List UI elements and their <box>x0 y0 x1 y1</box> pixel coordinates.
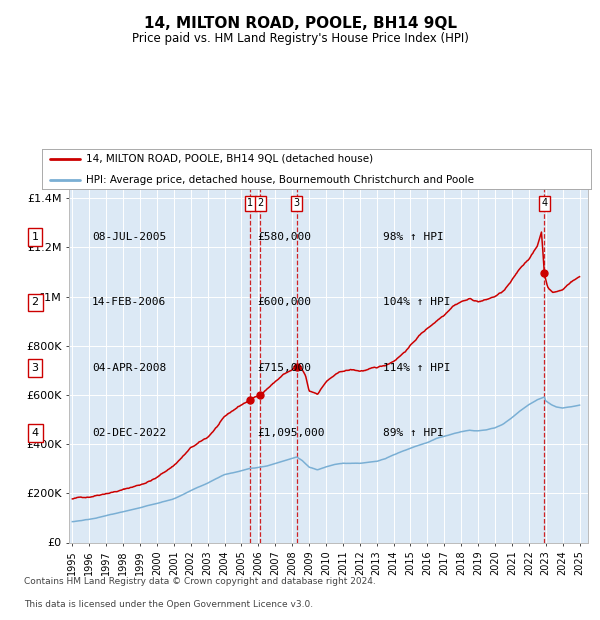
Text: £600,000: £600,000 <box>257 298 311 308</box>
Text: 14-FEB-2006: 14-FEB-2006 <box>92 298 166 308</box>
Text: £715,000: £715,000 <box>257 363 311 373</box>
Text: This data is licensed under the Open Government Licence v3.0.: This data is licensed under the Open Gov… <box>24 600 313 609</box>
Text: 04-APR-2008: 04-APR-2008 <box>92 363 166 373</box>
Text: 89% ↑ HPI: 89% ↑ HPI <box>383 428 443 438</box>
Text: 14, MILTON ROAD, POOLE, BH14 9QL (detached house): 14, MILTON ROAD, POOLE, BH14 9QL (detach… <box>86 154 373 164</box>
Text: 3: 3 <box>32 363 38 373</box>
Text: 4: 4 <box>541 198 547 208</box>
Text: £580,000: £580,000 <box>257 232 311 242</box>
Text: 114% ↑ HPI: 114% ↑ HPI <box>383 363 450 373</box>
Text: 104% ↑ HPI: 104% ↑ HPI <box>383 298 450 308</box>
Text: 2: 2 <box>257 198 263 208</box>
Text: 3: 3 <box>293 198 299 208</box>
Text: 02-DEC-2022: 02-DEC-2022 <box>92 428 166 438</box>
Text: 14, MILTON ROAD, POOLE, BH14 9QL: 14, MILTON ROAD, POOLE, BH14 9QL <box>143 16 457 30</box>
Text: 1: 1 <box>247 198 253 208</box>
Text: Contains HM Land Registry data © Crown copyright and database right 2024.: Contains HM Land Registry data © Crown c… <box>24 577 376 586</box>
Text: 4: 4 <box>32 428 38 438</box>
Text: 98% ↑ HPI: 98% ↑ HPI <box>383 232 443 242</box>
Text: 2: 2 <box>32 298 38 308</box>
Text: HPI: Average price, detached house, Bournemouth Christchurch and Poole: HPI: Average price, detached house, Bour… <box>86 175 474 185</box>
Text: 1: 1 <box>32 232 38 242</box>
Text: Price paid vs. HM Land Registry's House Price Index (HPI): Price paid vs. HM Land Registry's House … <box>131 32 469 45</box>
Text: 08-JUL-2005: 08-JUL-2005 <box>92 232 166 242</box>
Text: £1,095,000: £1,095,000 <box>257 428 325 438</box>
